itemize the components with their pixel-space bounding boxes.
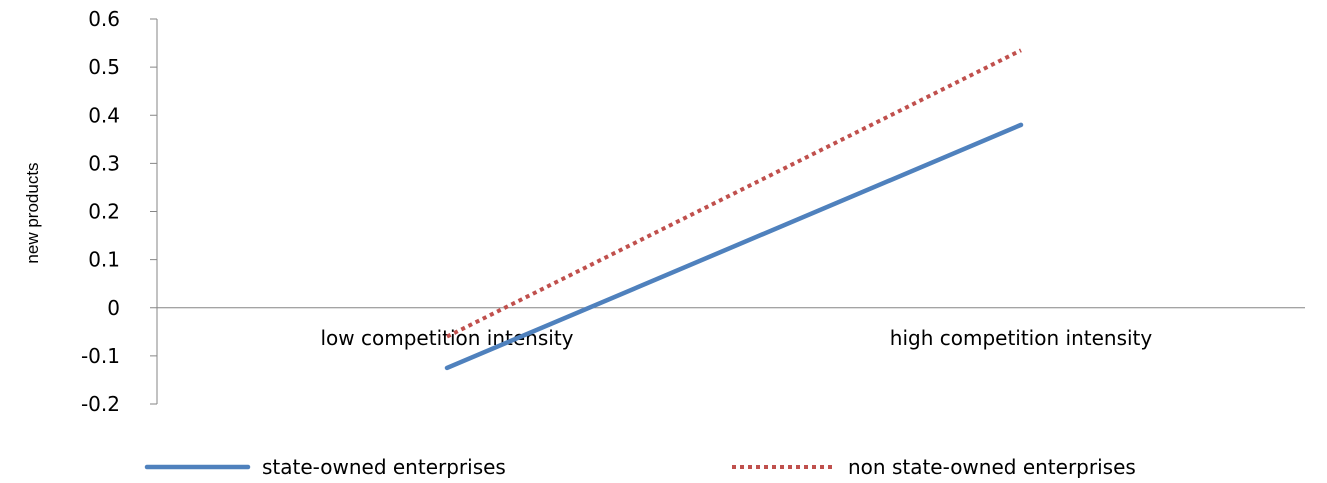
y-tick-label: 0 <box>107 296 120 320</box>
legend-label: non state-owned enterprises <box>848 455 1136 478</box>
legend-label: state-owned enterprises <box>262 455 506 478</box>
y-tick-label: 0.4 <box>88 103 120 127</box>
series-line-non-state-owned <box>446 48 1022 339</box>
y-tick-label: 0.6 <box>88 7 120 31</box>
y-tick-label: -0.2 <box>81 392 120 416</box>
series-line-state-owned <box>444 122 1024 371</box>
y-axis: -0.2 -0.1 0 0.1 0.2 0.3 0.4 0.5 0.6 <box>81 7 158 416</box>
y-tick-label: 0.3 <box>88 151 120 175</box>
x-axis: low competition intensity high competitio… <box>157 307 1305 350</box>
series-lines <box>444 48 1024 371</box>
y-tick-label: -0.1 <box>81 344 120 368</box>
y-axis-label: new products <box>23 162 42 263</box>
x-category-label: high competition intensity <box>890 326 1153 350</box>
y-tick-label: 0.2 <box>88 200 120 224</box>
y-tick-label: 0.1 <box>88 248 120 272</box>
y-tick-label: 0.5 <box>88 55 120 79</box>
legend: state-owned enterprises non state-owned e… <box>144 455 1136 479</box>
